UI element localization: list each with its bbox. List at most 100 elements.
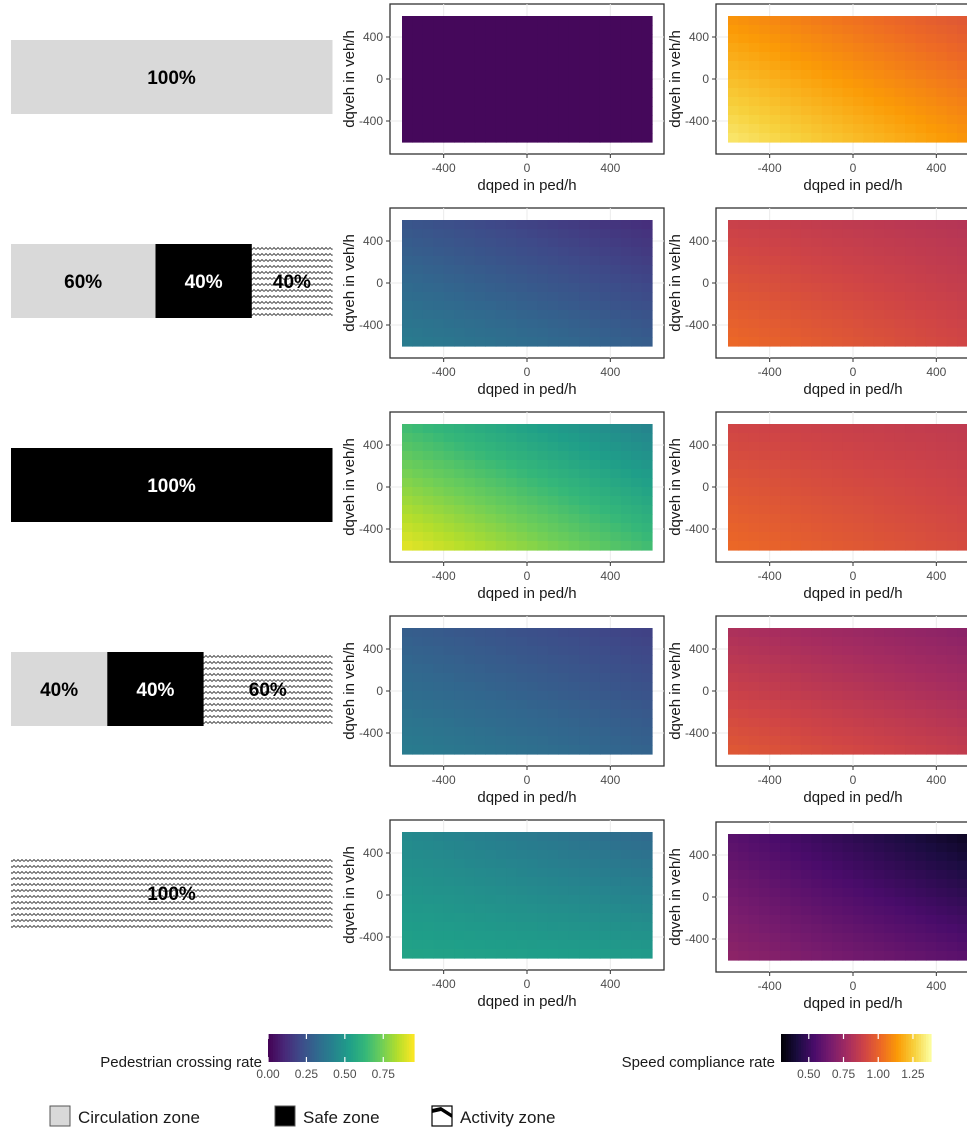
heat-cell (589, 505, 601, 515)
heat-cell (748, 897, 760, 907)
heat-cell (728, 852, 740, 862)
heat-cell (728, 637, 740, 647)
heat-cell (863, 870, 875, 880)
heat-cell (464, 124, 476, 134)
heat-cell (821, 541, 833, 551)
heat-cell (620, 328, 632, 338)
colorbar-swatch (370, 1034, 374, 1062)
heat-cell (790, 61, 802, 71)
heat-cell (454, 832, 466, 842)
heat-cell (631, 487, 643, 497)
heat-cell (631, 247, 643, 257)
heat-cell (412, 487, 424, 497)
heat-cell (464, 877, 476, 887)
heat-cell (558, 238, 570, 248)
heat-cell (579, 523, 591, 533)
heat-cell (579, 115, 591, 125)
heat-cell (780, 25, 792, 35)
heat-cell (780, 879, 792, 889)
heat-cell (641, 97, 653, 107)
heat-cell (738, 310, 750, 320)
heat-cell (589, 337, 601, 347)
heat-cell (748, 637, 760, 647)
heat-cell (790, 229, 802, 239)
heat-cell (589, 727, 601, 737)
heat-cell (821, 88, 833, 98)
heat-cell (433, 424, 445, 434)
heat-cell (780, 646, 792, 656)
heat-cell (832, 700, 844, 710)
colorbar-tick-label: 1.00 (867, 1067, 891, 1081)
heat-cell (485, 904, 497, 914)
colorbar-swatch (384, 1034, 388, 1062)
heat-cell (832, 637, 844, 647)
heat-cell (641, 895, 653, 905)
heat-cell (894, 70, 906, 80)
heat-cell (800, 115, 812, 125)
heat-cell (800, 637, 812, 647)
heat-cell (800, 951, 812, 961)
heat-cell (558, 913, 570, 923)
heat-cell (759, 879, 771, 889)
heat-cell (631, 451, 643, 461)
heat-cell (547, 541, 559, 551)
y-tick-label: 400 (363, 438, 383, 452)
heat-cell (821, 460, 833, 470)
heat-cell (433, 256, 445, 266)
heat-cell (620, 133, 632, 143)
heat-cell (821, 843, 833, 853)
heat-cell (558, 487, 570, 497)
heat-cell (769, 52, 781, 62)
heat-cell (790, 700, 802, 710)
heat-cell (464, 88, 476, 98)
heat-cell (728, 283, 740, 293)
heat-cell (811, 523, 823, 533)
heat-cell (738, 673, 750, 683)
heat-cell (485, 727, 497, 737)
heat-cell (620, 115, 632, 125)
heat-cell (631, 745, 643, 755)
heat-cell (811, 673, 823, 683)
heat-cell (728, 247, 740, 257)
x-axis-title: dqped in ped/h (803, 381, 902, 398)
colorbar-swatch (866, 1034, 870, 1062)
heat-cell (516, 664, 528, 674)
heat-cell (516, 673, 528, 683)
heat-cell (759, 133, 771, 143)
heat-cell (610, 319, 622, 329)
heat-cell (853, 691, 865, 701)
heat-cell (863, 469, 875, 479)
heat-cell (821, 70, 833, 80)
heat-cell (832, 310, 844, 320)
colorbar-swatch (918, 1034, 922, 1062)
heat-cell (412, 97, 424, 107)
heat-cell (516, 424, 528, 434)
heat-cell (412, 541, 424, 551)
heat-cell (527, 247, 539, 257)
heat-cell (610, 913, 622, 923)
heat-cell (641, 727, 653, 737)
heat-cell (516, 220, 528, 230)
heat-cell (894, 238, 906, 248)
heat-cell (516, 496, 528, 506)
heat-cell (506, 283, 518, 293)
heat-cell (454, 292, 466, 302)
heat-cell (516, 88, 528, 98)
heat-cell (589, 301, 601, 311)
heat-cell (433, 718, 445, 728)
heat-cell (800, 541, 812, 551)
heat-cell (769, 97, 781, 107)
heat-cell (454, 850, 466, 860)
heat-cell (641, 25, 653, 35)
y-axis-title: dqveh in veh/h (667, 438, 684, 536)
heat-cell (863, 34, 875, 44)
heat-cell (474, 832, 486, 842)
heat-cell (537, 541, 549, 551)
heat-cell (905, 328, 917, 338)
heat-cell (790, 25, 802, 35)
heat-cell (957, 301, 967, 311)
heat-cell (412, 637, 424, 647)
heat-cell (589, 310, 601, 320)
heat-cell (433, 274, 445, 284)
heat-cell (790, 532, 802, 542)
